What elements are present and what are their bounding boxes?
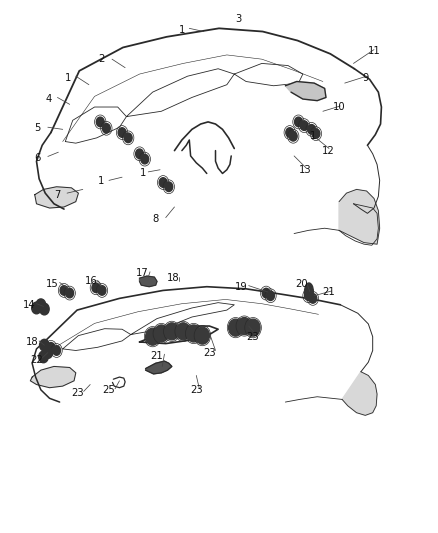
Text: 12: 12 [322, 146, 335, 156]
Polygon shape [286, 82, 326, 101]
Ellipse shape [304, 283, 313, 300]
Circle shape [309, 294, 317, 303]
Circle shape [92, 283, 100, 293]
Text: 19: 19 [235, 282, 248, 292]
Circle shape [96, 117, 104, 127]
Circle shape [165, 323, 179, 340]
Circle shape [124, 133, 132, 143]
Circle shape [195, 327, 209, 344]
Circle shape [187, 325, 201, 342]
Text: 2: 2 [98, 54, 104, 64]
Text: 18: 18 [26, 337, 39, 347]
Text: 22: 22 [30, 354, 43, 365]
Polygon shape [339, 189, 380, 244]
Text: 5: 5 [35, 123, 41, 133]
Text: 18: 18 [167, 273, 180, 283]
Circle shape [267, 291, 275, 301]
Text: 11: 11 [367, 46, 380, 56]
Text: 15: 15 [46, 279, 59, 288]
Text: 6: 6 [35, 152, 41, 163]
Text: 17: 17 [136, 268, 149, 278]
Circle shape [136, 149, 144, 159]
Text: 23: 23 [203, 348, 215, 358]
Circle shape [237, 318, 251, 335]
Text: 4: 4 [46, 94, 52, 104]
Circle shape [141, 155, 149, 164]
Text: 3: 3 [236, 14, 242, 25]
Circle shape [66, 288, 74, 298]
Circle shape [39, 351, 48, 363]
Circle shape [47, 343, 55, 352]
Circle shape [98, 286, 106, 295]
Text: 1: 1 [179, 25, 185, 35]
Circle shape [286, 128, 293, 138]
Circle shape [154, 325, 168, 342]
Circle shape [307, 125, 315, 134]
Text: 1: 1 [139, 168, 146, 179]
Text: 21: 21 [323, 287, 336, 297]
Text: 14: 14 [23, 300, 35, 310]
Circle shape [36, 299, 46, 311]
Text: 9: 9 [362, 73, 368, 83]
Circle shape [60, 286, 68, 295]
Circle shape [312, 129, 320, 139]
Circle shape [39, 340, 49, 351]
Polygon shape [342, 372, 377, 415]
Text: 23: 23 [190, 385, 203, 395]
Text: 1: 1 [310, 131, 316, 141]
Circle shape [118, 128, 126, 138]
Circle shape [102, 124, 110, 133]
Text: 23: 23 [71, 388, 83, 398]
Circle shape [39, 303, 49, 315]
Text: 13: 13 [299, 165, 312, 175]
Text: 10: 10 [333, 102, 346, 112]
Circle shape [246, 319, 260, 336]
Circle shape [289, 132, 297, 141]
Circle shape [53, 346, 60, 356]
Circle shape [32, 302, 41, 314]
Text: 7: 7 [54, 190, 60, 200]
Polygon shape [140, 276, 157, 287]
Text: 23: 23 [247, 332, 259, 342]
Circle shape [165, 182, 173, 191]
Text: 20: 20 [295, 279, 307, 288]
Circle shape [43, 347, 53, 359]
Text: 25: 25 [102, 385, 115, 395]
Polygon shape [146, 361, 172, 374]
Circle shape [304, 291, 312, 301]
Circle shape [176, 323, 190, 340]
Circle shape [159, 177, 167, 187]
Text: 1: 1 [65, 73, 71, 83]
Circle shape [294, 117, 302, 127]
Circle shape [300, 121, 308, 131]
Text: 1: 1 [98, 176, 104, 187]
Text: 8: 8 [152, 214, 159, 224]
Text: 16: 16 [85, 277, 98, 286]
Polygon shape [30, 367, 76, 387]
Circle shape [146, 328, 159, 345]
Circle shape [229, 319, 243, 336]
Circle shape [262, 288, 270, 298]
Polygon shape [35, 187, 78, 208]
Text: 21: 21 [151, 351, 163, 361]
